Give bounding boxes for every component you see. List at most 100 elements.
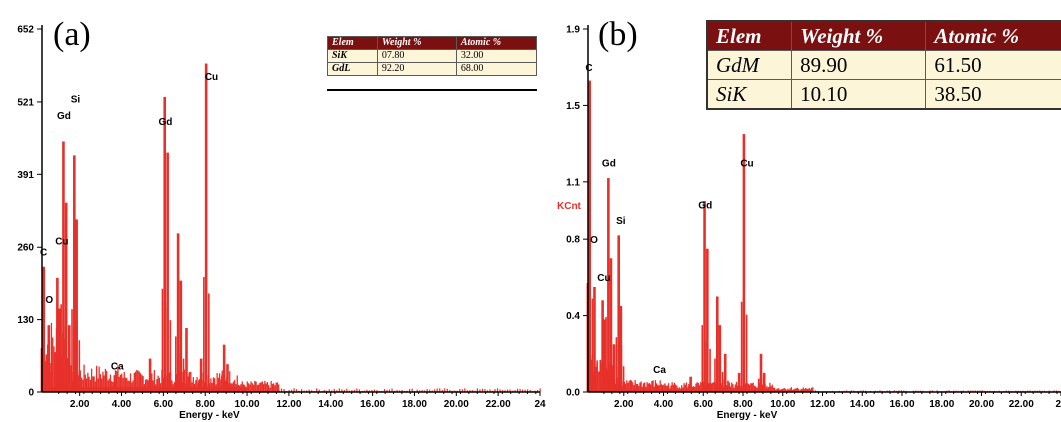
continuum-bar	[638, 386, 640, 392]
continuum-bar	[156, 379, 158, 392]
y-tick-label: 0.4	[566, 311, 580, 322]
continuum-bar	[416, 389, 418, 392]
continuum-bar	[632, 382, 634, 392]
continuum-bar	[116, 370, 118, 392]
spectrum-peak	[762, 372, 766, 392]
continuum-bar	[358, 389, 360, 392]
continuum-bar	[698, 385, 701, 392]
spectrum-peak	[612, 344, 616, 392]
continuum-bar	[444, 388, 446, 392]
continuum-bar	[807, 388, 809, 392]
continuum-bar	[94, 381, 97, 392]
continuum-bar	[256, 385, 258, 392]
header-elem: Elem	[327, 36, 378, 50]
continuum-bar	[805, 387, 807, 392]
continuum-bar	[88, 376, 90, 392]
continuum-bar	[90, 368, 93, 392]
continuum-bar	[82, 379, 84, 392]
continuum-bar	[794, 388, 796, 392]
continuum-bar	[111, 381, 113, 392]
continuum-bar	[50, 322, 53, 392]
x-tick-label: 18.00	[402, 399, 427, 410]
continuum-bar	[85, 378, 88, 392]
composition-table-a: Elem Weight % Atomic % SiK 07.80 32.00 G…	[327, 36, 538, 76]
continuum-bar	[346, 388, 348, 392]
continuum-bar	[132, 380, 134, 392]
spectrum-b: (b) 1.9 1.5 1.1 0.8 0.4 0.0 2.00 4.00 6.00 8.00 10.…	[557, 16, 1061, 421]
x-tick-label: 12.00	[276, 399, 301, 410]
continuum-bar	[929, 390, 931, 392]
continuum-bar	[611, 365, 614, 392]
peak-shoulder	[146, 380, 149, 392]
continuum-bar	[459, 389, 461, 392]
continuum-bar	[499, 389, 501, 392]
panel-letter: (b)	[598, 16, 638, 53]
continuum-bar	[441, 390, 443, 392]
continuum-bar	[784, 388, 787, 392]
continuum-bar	[469, 390, 471, 392]
continuum-bar	[270, 380, 272, 392]
continuum-bar	[812, 387, 814, 392]
continuum-bar	[1055, 390, 1058, 392]
continuum-bar	[634, 380, 636, 392]
continuum-bar	[1039, 390, 1041, 392]
continuum-bar	[153, 370, 156, 392]
continuum-bar	[684, 384, 686, 392]
continuum-bar	[351, 390, 353, 392]
spectrum-peak	[723, 353, 727, 392]
header-atomic: Atomic %	[925, 20, 1061, 51]
y-tick-label: 1.9	[566, 25, 580, 36]
peak-label: Cu	[597, 273, 610, 284]
spectrum-peak	[759, 353, 763, 392]
continuum-bar	[652, 380, 654, 392]
continuum-bar	[216, 373, 218, 392]
peak-shoulder	[221, 375, 223, 392]
continuum-bar	[217, 377, 220, 392]
continuum-bar	[128, 380, 130, 392]
continuum-bar	[316, 388, 318, 392]
continuum-bar	[331, 390, 333, 392]
atomic-cell: 61.50	[925, 50, 1061, 80]
continuum-bar	[628, 381, 630, 392]
spectrum-peak	[148, 358, 152, 392]
continuum-bar	[266, 382, 269, 392]
spectrum-peak	[737, 372, 741, 392]
weight-cell: 89.90	[791, 50, 927, 80]
y-tick-label: 1.1	[566, 177, 580, 188]
peak-shoulder	[701, 325, 704, 392]
continuum-bar	[809, 389, 812, 392]
continuum-bar	[900, 390, 903, 392]
peak-shoulder	[727, 380, 729, 392]
peak-label: Gd	[602, 159, 616, 170]
spectrum-peak	[113, 375, 117, 392]
continuum-bar	[250, 381, 252, 392]
continuum-bar	[769, 382, 771, 392]
continuum-bar	[646, 382, 648, 392]
table-header-row: Elem Weight % Atomic %	[706, 20, 1061, 51]
peak-shoulder	[151, 381, 154, 392]
continuum-bar	[640, 381, 642, 392]
continuum-bar	[651, 381, 653, 392]
continuum-bar	[328, 389, 330, 392]
spectrum-peak	[199, 358, 203, 392]
continuum-bar	[429, 389, 431, 392]
continuum-bar	[353, 389, 355, 392]
table-row: SiK 07.80 32.00	[327, 49, 538, 63]
continuum-bar	[676, 385, 678, 392]
continuum-bar	[241, 381, 243, 392]
peak-shoulder	[605, 317, 607, 392]
peak-shoulder	[757, 378, 760, 392]
peak-shoulder	[175, 336, 177, 392]
peak-shoulder	[617, 361, 620, 392]
continuum-bar	[87, 372, 89, 392]
continuum-bar	[681, 385, 683, 392]
spectrum-peak	[601, 300, 604, 392]
spectrum-peak	[75, 219, 78, 392]
continuum-bar	[388, 389, 391, 392]
continuum-bar	[398, 390, 401, 392]
continuum-bar	[747, 383, 750, 392]
continuum-bar	[356, 388, 358, 392]
peak-shoulder	[63, 325, 65, 392]
continuum-bar	[796, 387, 798, 392]
continuum-bar	[83, 364, 85, 392]
